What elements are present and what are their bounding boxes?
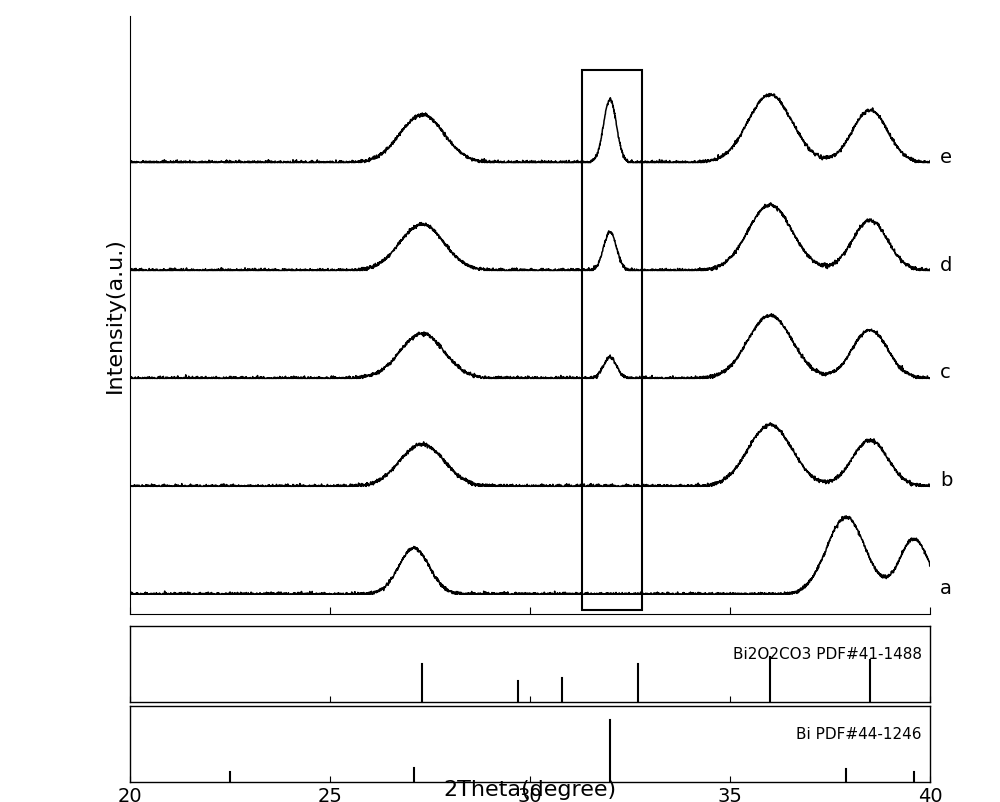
Bar [582,70,642,610]
Text: d: d [940,256,952,274]
Text: Bi PDF#44-1246: Bi PDF#44-1246 [796,727,922,743]
Text: e: e [940,148,952,167]
Text: 2Theta(degree): 2Theta(degree) [443,780,617,800]
Y-axis label: Intensity(a.u.): Intensity(a.u.) [104,237,124,393]
Text: Bi2O2CO3 PDF#41-1488: Bi2O2CO3 PDF#41-1488 [733,647,922,662]
Text: c: c [940,363,951,383]
Text: b: b [940,472,952,491]
Text: a: a [940,579,952,598]
